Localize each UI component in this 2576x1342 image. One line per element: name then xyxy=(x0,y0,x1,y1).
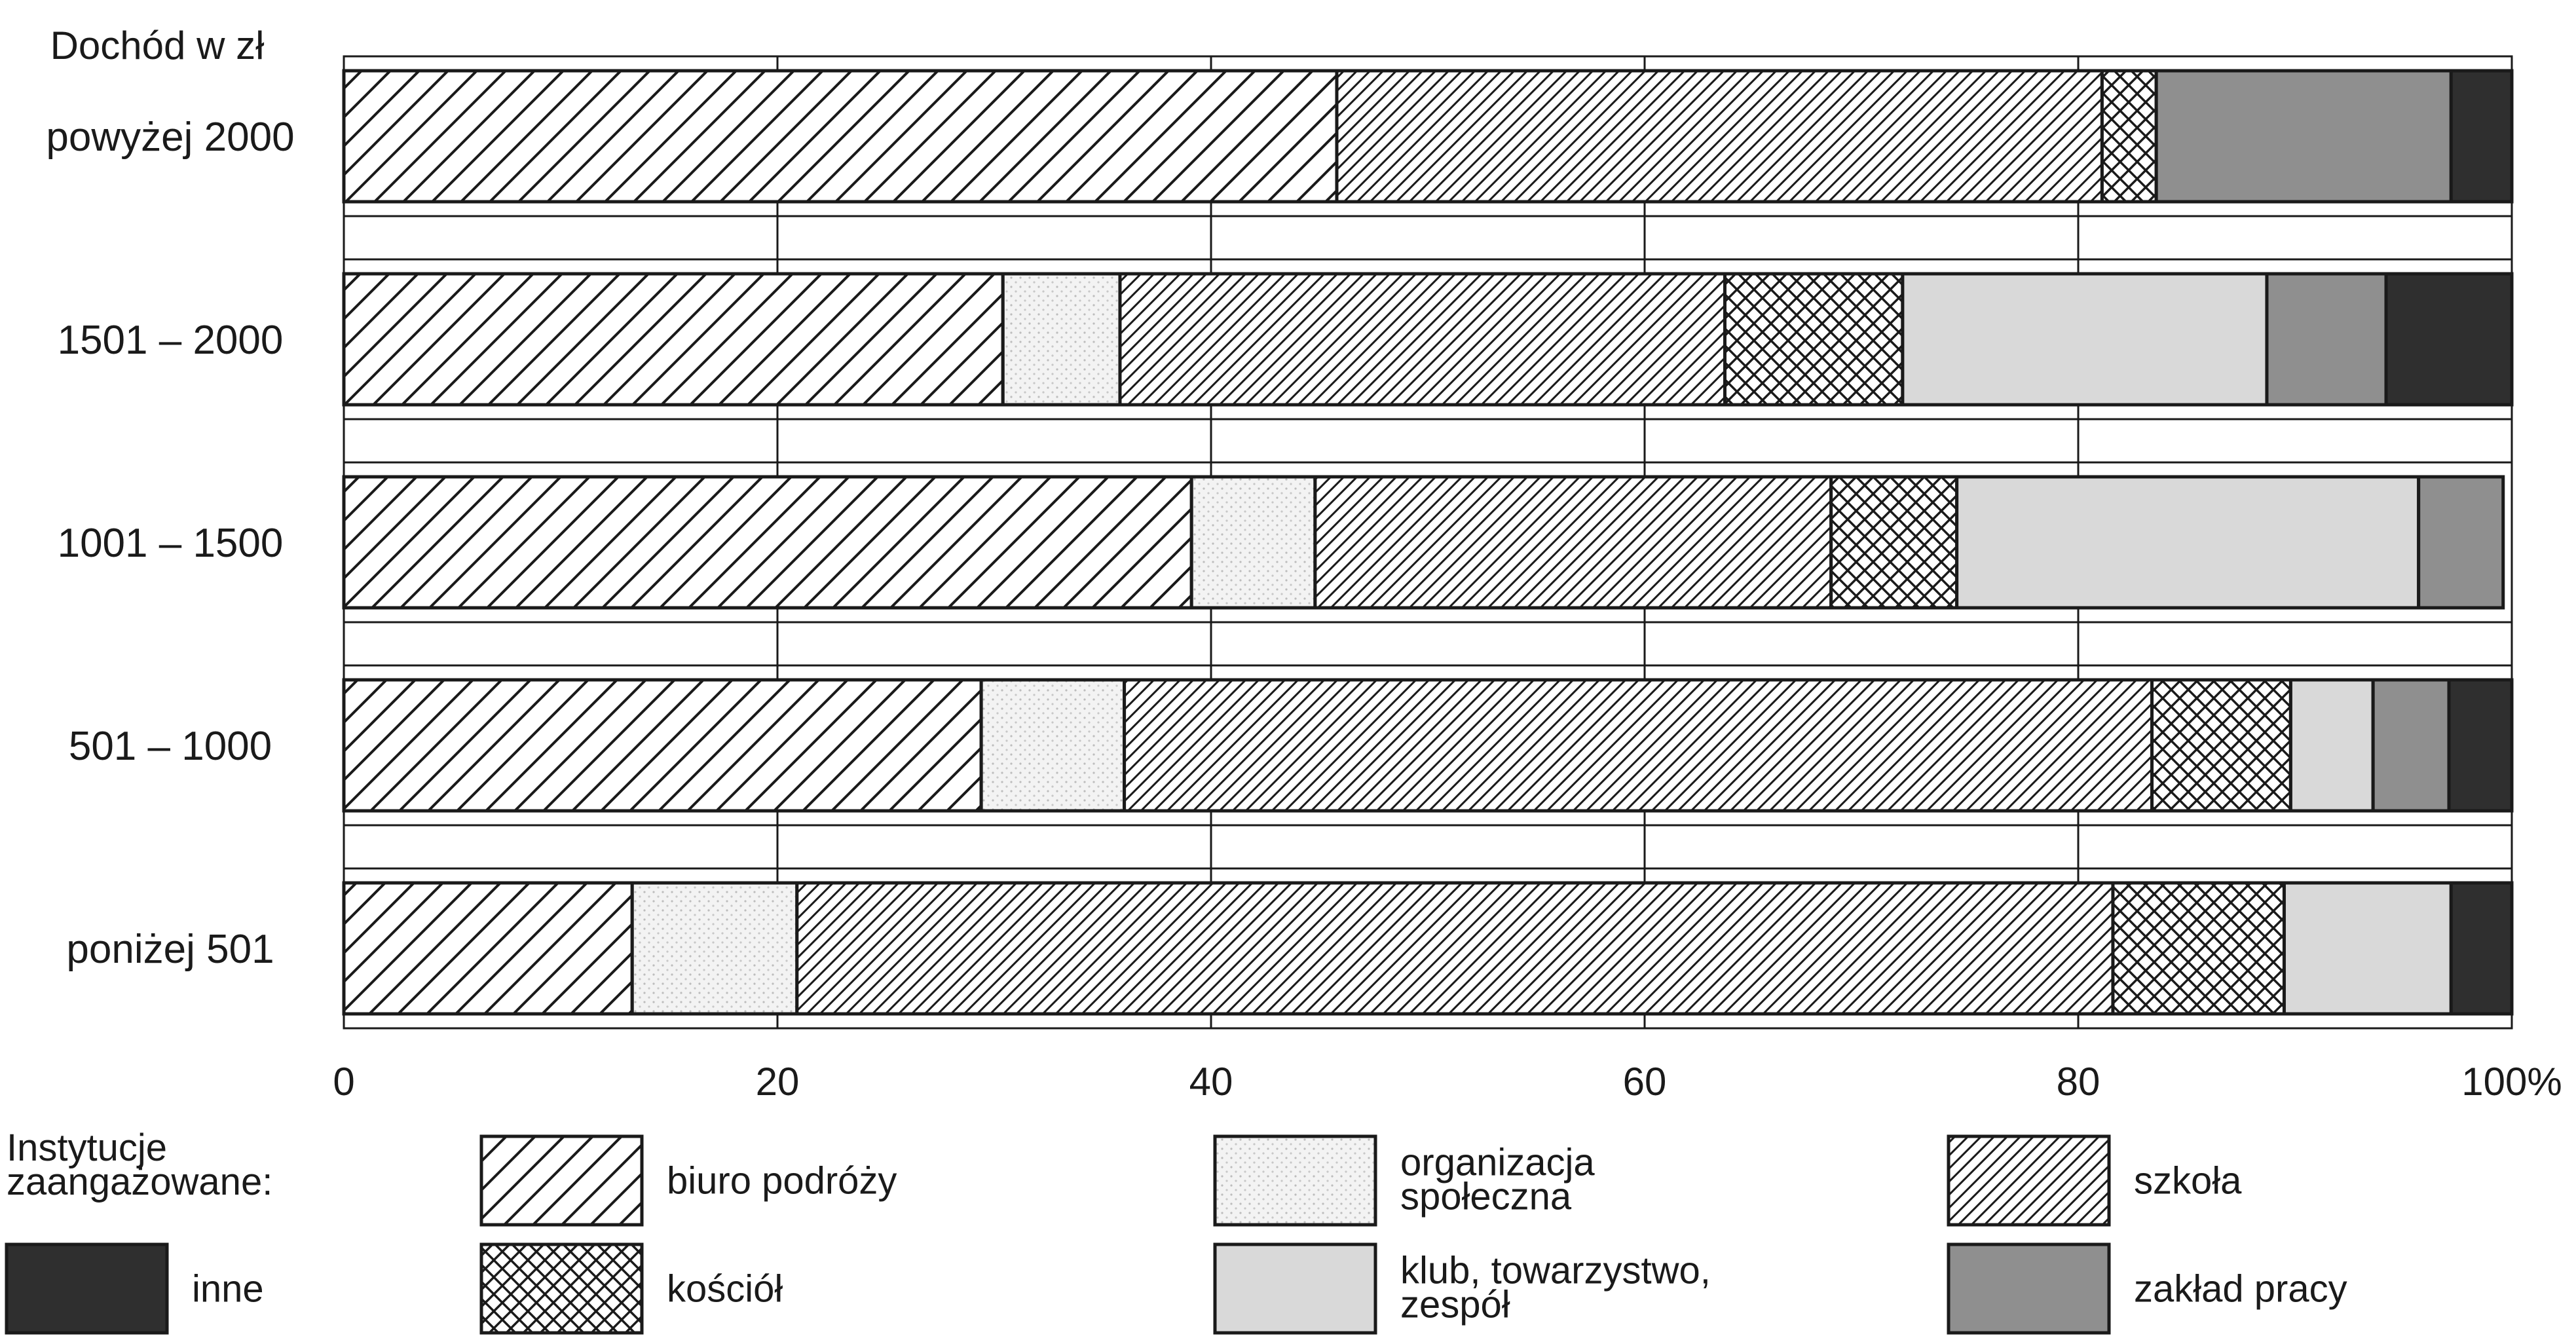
bar-segment-szkola xyxy=(1118,272,1727,407)
bar-segment-kosciol xyxy=(2100,69,2158,204)
bar-segment-kosciol xyxy=(1829,475,1959,610)
category-label: powyżej 2000 xyxy=(46,115,294,160)
bar-segment-klub-towarzystwo-zespol xyxy=(2288,678,2375,813)
legend-swatch xyxy=(1947,1134,2111,1227)
legend-swatch xyxy=(1947,1242,2111,1335)
category-label: 1501 – 2000 xyxy=(58,318,284,363)
bar-segment-organizacja-spoleczna xyxy=(1189,475,1317,610)
legend-swatch xyxy=(1213,1134,1377,1227)
bar-segment-zaklad-pracy xyxy=(2154,69,2453,204)
bar-segment-inne xyxy=(2384,272,2514,407)
legend-item-inne: inne xyxy=(5,1242,264,1335)
bar-segment-inne xyxy=(2449,881,2514,1016)
x-tick-label: 20 xyxy=(756,1060,800,1104)
category-label: 501 – 1000 xyxy=(69,724,272,769)
x-tick-label: 80 xyxy=(2057,1060,2100,1104)
legend-title: Instytucje zaangażowane: xyxy=(7,1127,272,1203)
bar-segment-zaklad-pracy xyxy=(2371,678,2451,813)
legend-item-zaklad-pracy: zakład pracy xyxy=(1947,1242,2347,1335)
bar-segment-klub-towarzystwo-zespol xyxy=(1955,475,2421,610)
legend-label: klub, towarzystwo, zespół xyxy=(1400,1250,1711,1326)
legend-label: inne xyxy=(192,1268,264,1311)
bar-segment-szkola xyxy=(795,881,2115,1016)
bar-segment-biuro-podrozy xyxy=(342,475,1193,610)
legend-label: szkoła xyxy=(2134,1160,2242,1202)
x-tick-label: 0 xyxy=(333,1060,354,1104)
legend-item-biuro-podrozy: biuro podróży xyxy=(479,1134,897,1227)
bar-segment-biuro-podrozy xyxy=(342,881,634,1016)
bar-segment-biuro-podrozy xyxy=(342,272,1005,407)
legend-label: kościół xyxy=(667,1268,783,1311)
legend-item-klub-towarzystwo-zespol: klub, towarzystwo, zespół xyxy=(1213,1242,1711,1335)
bar-segment-szkola xyxy=(1123,678,2154,813)
legend-item-kosciol: kościół xyxy=(479,1242,783,1335)
bar-segment-zaklad-pracy xyxy=(2265,272,2388,407)
bar-segment-biuro-podrozy xyxy=(342,69,1339,204)
legend-swatch xyxy=(1213,1242,1377,1335)
y-axis-title: Dochód w zł xyxy=(50,24,265,67)
bar-segment-inne xyxy=(2449,69,2514,204)
bar-segment-organizacja-spoleczna xyxy=(1001,272,1122,407)
bar-segment-kosciol xyxy=(1723,272,1905,407)
category-label: 1001 – 1500 xyxy=(58,521,284,566)
x-tick-label: 40 xyxy=(1189,1060,1233,1104)
legend-swatch xyxy=(5,1242,169,1335)
x-tick-label: 100% xyxy=(2461,1060,2562,1104)
bar-segment-biuro-podrozy xyxy=(342,678,983,813)
bar-segment-klub-towarzystwo-zespol xyxy=(1901,272,2269,407)
legend-label: biuro podróży xyxy=(667,1160,897,1202)
bar-segment-zaklad-pracy xyxy=(2417,475,2505,610)
legend-label: zakład pracy xyxy=(2134,1268,2347,1311)
bars xyxy=(342,69,2514,1016)
bar-segment-inne xyxy=(2447,678,2514,813)
legend-item-szkola: szkoła xyxy=(1947,1134,2242,1227)
labels: powyżej 2000 1501 – 2000 1001 – 1500 501 – … xyxy=(46,24,2562,1104)
legend-swatch xyxy=(479,1134,644,1227)
legend-label: organizacja społeczna xyxy=(1400,1142,1595,1218)
legend: Instytucje zaangażowane: biuro podróży orga… xyxy=(5,1127,2347,1335)
x-tick-label: 60 xyxy=(1623,1060,1667,1104)
bar-segment-organizacja-spoleczna xyxy=(979,678,1127,813)
bar-segment-kosciol xyxy=(2150,678,2292,813)
bar-segment-klub-towarzystwo-zespol xyxy=(2282,881,2453,1016)
bar-segment-kosciol xyxy=(2111,881,2286,1016)
legend-item-organizacja-spoleczna: organizacja społeczna xyxy=(1213,1134,1595,1227)
category-label: poniżej 501 xyxy=(66,927,274,972)
bar-segment-organizacja-spoleczna xyxy=(630,881,799,1016)
bar-segment-szkola xyxy=(1313,475,1833,610)
bar-segment-szkola xyxy=(1335,69,2104,204)
legend-swatch xyxy=(479,1242,644,1335)
